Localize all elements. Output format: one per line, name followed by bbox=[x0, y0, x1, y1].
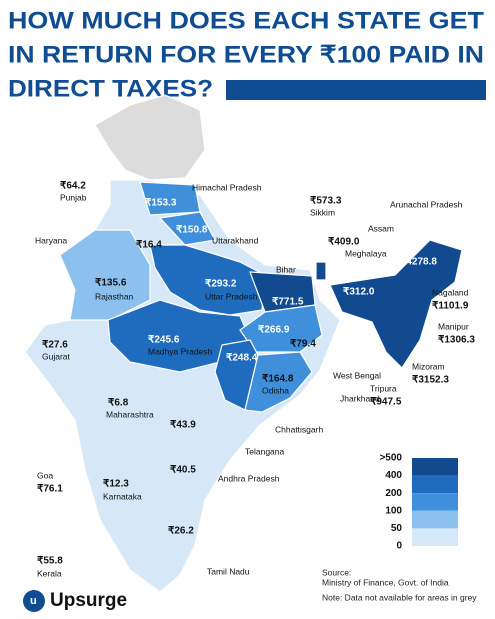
region-up bbox=[149, 244, 266, 316]
footer: u Upsurge Source: Ministry of Finance, G… bbox=[23, 567, 477, 612]
state-value: ₹248.4 bbox=[226, 353, 258, 364]
title-bar bbox=[226, 80, 486, 100]
state-name: Assam bbox=[368, 223, 394, 233]
legend-swatch bbox=[412, 493, 458, 511]
state-value: ₹79.4 bbox=[290, 339, 316, 350]
state-name: Maharashtra bbox=[106, 409, 154, 419]
state-name: Uttar Pradesh bbox=[205, 291, 258, 301]
state-value: ₹573.3 bbox=[310, 196, 342, 207]
map bbox=[24, 94, 463, 593]
note: Note: Data not available for areas in gr… bbox=[322, 592, 477, 602]
state-value: ₹1101.9 bbox=[432, 301, 469, 312]
region-northeast bbox=[329, 239, 463, 369]
state-name: Himachal Pradesh bbox=[192, 182, 262, 192]
state-value: ₹153.3 bbox=[145, 198, 177, 209]
state-value: ₹266.9 bbox=[258, 325, 290, 336]
title-line: DIRECT TAXES? bbox=[8, 75, 213, 102]
state-value: ₹43.9 bbox=[170, 420, 196, 431]
legend-swatch bbox=[412, 510, 458, 529]
brand: Upsurge bbox=[50, 590, 127, 611]
state-name: Uttarakhand bbox=[212, 235, 259, 245]
state-name: Punjab bbox=[60, 192, 87, 202]
legend-label: 50 bbox=[391, 523, 403, 534]
legend-label: 0 bbox=[396, 541, 402, 552]
state-value: ₹64.2 bbox=[60, 181, 86, 192]
title-line: HOW MUCH DOES EACH STATE GET bbox=[8, 7, 484, 34]
region-west bbox=[59, 229, 151, 321]
state-name: Tamil Nadu bbox=[207, 566, 250, 576]
state-value: ₹27.6 bbox=[42, 340, 68, 351]
state-name: Madhya Pradesh bbox=[148, 346, 213, 356]
title: HOW MUCH DOES EACH STATE GET IN RETURN F… bbox=[8, 7, 484, 102]
state-name: Odisha bbox=[262, 385, 289, 395]
state-name: Goa bbox=[37, 470, 53, 480]
region-uttarakhand bbox=[158, 211, 216, 246]
state-value: ₹135.6 bbox=[95, 278, 127, 289]
source: Ministry of Finance, Govt. of India bbox=[322, 577, 449, 587]
state-value: ₹76.1 bbox=[37, 484, 63, 495]
state-value: ₹1306.3 bbox=[438, 335, 475, 346]
state-value: ₹312.0 bbox=[343, 287, 375, 298]
state-name: Manipur bbox=[438, 321, 469, 331]
state-name: Haryana bbox=[35, 235, 67, 245]
state-value: ₹12.3 bbox=[103, 479, 129, 490]
source-label: Source: bbox=[322, 567, 351, 577]
state-value: ₹150.8 bbox=[176, 225, 208, 236]
state-value: ₹16.4 bbox=[136, 240, 162, 251]
state-value: ₹40.5 bbox=[170, 465, 196, 476]
state-name: Rajasthan bbox=[95, 291, 134, 301]
legend-label: 100 bbox=[385, 505, 402, 516]
state-value: ₹55.8 bbox=[37, 556, 63, 567]
state-name: Bihar bbox=[276, 264, 296, 274]
state-value: ₹293.2 bbox=[205, 279, 237, 290]
region-sikkim bbox=[315, 261, 327, 281]
state-name: Karnataka bbox=[103, 491, 142, 501]
legend-swatch bbox=[412, 458, 458, 476]
state-value: ₹164.8 bbox=[262, 374, 294, 385]
state-value: ₹4278.8 bbox=[400, 257, 437, 268]
state-value: ₹947.5 bbox=[370, 397, 402, 408]
state-name: Gujarat bbox=[42, 351, 71, 361]
state-name: Chhattisgarh bbox=[275, 424, 323, 434]
legend-swatch bbox=[412, 475, 458, 494]
legend-label: >500 bbox=[379, 453, 402, 464]
state-value: ₹3152.3 bbox=[412, 375, 449, 386]
title-line: IN RETURN FOR EVERY ₹100 PAID IN bbox=[8, 41, 484, 68]
state-name: Mizoram bbox=[412, 361, 445, 371]
state-value: ₹771.5 bbox=[272, 297, 304, 308]
legend: >500 400 200 100 50 0 bbox=[379, 453, 458, 552]
state-name: Andhra Pradesh bbox=[218, 473, 280, 483]
state-name: Arunachal Pradesh bbox=[390, 199, 463, 209]
state-value: ₹409.0 bbox=[328, 237, 360, 248]
state-name: West Bengal bbox=[333, 370, 381, 380]
logo-mark: u bbox=[30, 595, 37, 607]
state-value: ₹26.2 bbox=[168, 526, 194, 537]
logo-icon bbox=[23, 590, 45, 612]
state-name: Jharkhand bbox=[340, 393, 380, 403]
state-name: Telangana bbox=[245, 446, 285, 456]
state-name: Sikkim bbox=[310, 207, 335, 217]
state-name: Tripura bbox=[370, 383, 397, 393]
legend-label: 200 bbox=[385, 488, 402, 499]
state-name: Meghalaya bbox=[345, 248, 387, 258]
legend-swatch bbox=[412, 528, 458, 546]
region-odisha bbox=[244, 351, 313, 413]
state-value: ₹6.8 bbox=[108, 398, 129, 409]
state-value: ₹245.6 bbox=[148, 335, 180, 346]
grey-region bbox=[94, 94, 206, 181]
state-name: Nagaland bbox=[432, 287, 469, 297]
legend-label: 400 bbox=[385, 470, 402, 481]
state-name: Kerala bbox=[37, 568, 62, 578]
